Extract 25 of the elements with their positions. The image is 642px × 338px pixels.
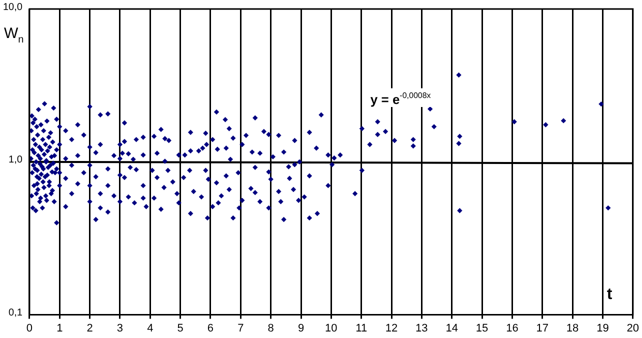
y-tick-label: 10,0: [2, 2, 23, 13]
x-tick-label: 16: [506, 322, 518, 334]
x-tick-label: 13: [416, 322, 428, 334]
x-tick-label: 12: [385, 322, 398, 334]
x-axis-title: t: [606, 286, 613, 303]
x-tick-label: 17: [536, 322, 548, 334]
y-tick-label: 1,0: [8, 154, 23, 166]
x-tick-label: 8: [268, 322, 274, 334]
x-tick-label: 0: [26, 322, 33, 334]
x-tick-label: 18: [566, 322, 579, 334]
x-tick-label: 15: [476, 322, 488, 334]
x-tick-label: 4: [147, 322, 154, 334]
x-tick-label: 2: [86, 322, 93, 334]
x-tick-label: 5: [177, 322, 184, 334]
x-tick-label: 19: [596, 322, 609, 334]
x-tick-label: 7: [238, 322, 244, 334]
x-tick-label: 1: [56, 322, 63, 334]
x-tick-label: 20: [626, 322, 640, 334]
x-tick-label: 11: [356, 322, 368, 334]
x-tick-label: 3: [116, 322, 124, 334]
y-tick-label: 0,1: [8, 308, 23, 319]
x-tick-label: 14: [446, 322, 458, 334]
x-tick-label: 6: [207, 322, 214, 334]
x-tick-label: 10: [325, 322, 338, 334]
x-tick-label: 9: [298, 322, 304, 334]
